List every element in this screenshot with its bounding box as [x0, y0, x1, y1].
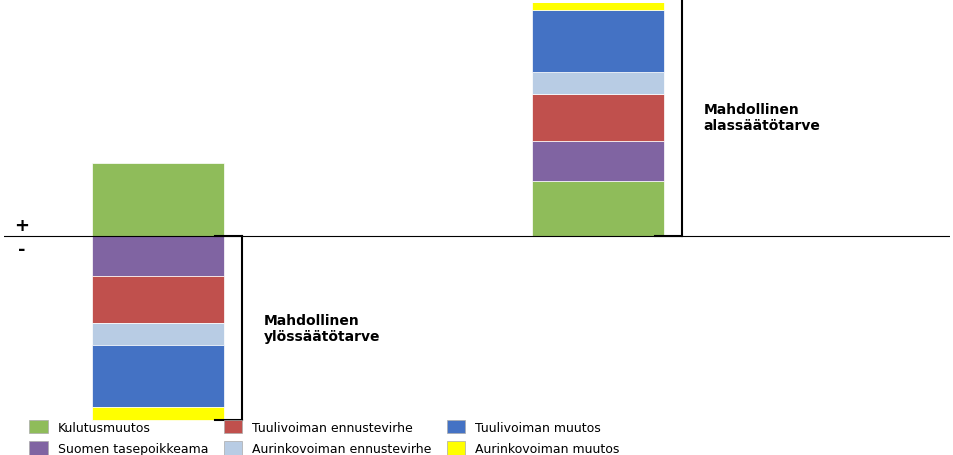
- Bar: [532, 11, 663, 73]
- Bar: [532, 182, 663, 237]
- Text: +: +: [14, 217, 30, 234]
- Bar: [92, 237, 224, 276]
- Legend: Kulutusmuutos, Suomen tasepoikkeama, Tuulivoiman ennustevirhe, Aurinkovoiman enn: Kulutusmuutos, Suomen tasepoikkeama, Tuu…: [30, 420, 619, 455]
- Bar: [532, 142, 663, 182]
- Bar: [532, 95, 663, 142]
- Text: Mahdollinen
ylössäätötarve: Mahdollinen ylössäätötarve: [263, 313, 380, 343]
- Text: -: -: [18, 240, 26, 258]
- Bar: [92, 276, 224, 324]
- Bar: [532, 73, 663, 95]
- Bar: [92, 407, 224, 420]
- Bar: [532, 0, 663, 11]
- Bar: [92, 345, 224, 407]
- Bar: [92, 164, 224, 237]
- Text: Mahdollinen
alassäätötarve: Mahdollinen alassäätötarve: [702, 102, 820, 132]
- Bar: [92, 324, 224, 345]
